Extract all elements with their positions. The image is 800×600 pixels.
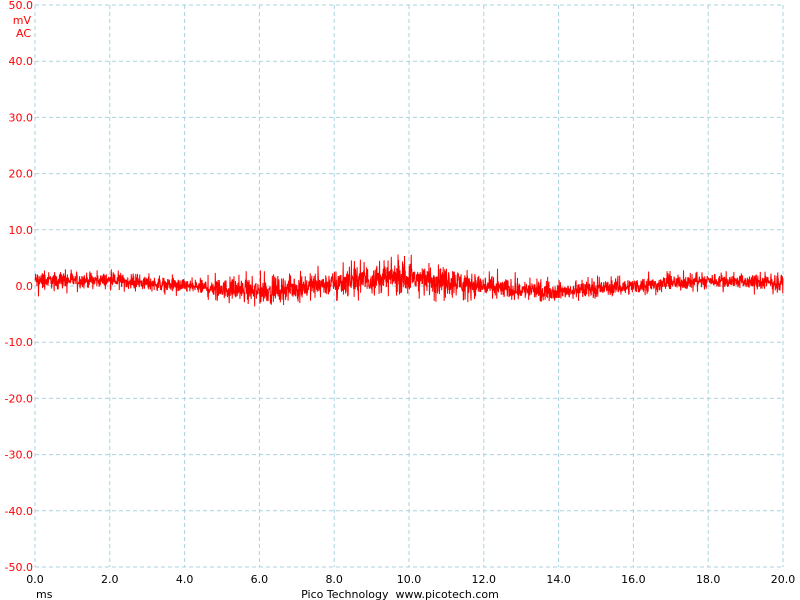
x-tick-label: 8.0 — [325, 573, 343, 586]
y-tick-label: 0.0 — [16, 280, 34, 293]
y-tick-label: -20.0 — [5, 392, 33, 405]
x-tick-label: 6.0 — [251, 573, 269, 586]
y-tick-label: -40.0 — [5, 505, 33, 518]
trace-group — [34, 254, 784, 307]
y-tick-label: 40.0 — [9, 55, 34, 68]
x-unit-label: ms — [36, 588, 53, 600]
signal-trace — [34, 254, 784, 307]
y-tick-label: -30.0 — [5, 449, 33, 462]
y-tick-label: 10.0 — [9, 224, 34, 237]
y-tick-label: 50.0 — [9, 0, 34, 12]
footer-brand: Pico Technology www.picotech.com — [301, 588, 499, 600]
x-tick-label: 12.0 — [472, 573, 497, 586]
x-tick-label: 18.0 — [696, 573, 721, 586]
y-tick-label: 30.0 — [9, 111, 34, 124]
x-tick-labels: 0.0 2.0 4.0 6.0 8.0 10.0 12.0 14.0 16.0 18.0 20.0 — [26, 573, 795, 586]
coupling-label: AC — [16, 27, 31, 40]
x-tick-label: 0.0 — [26, 573, 44, 586]
x-tick-label: 16.0 — [621, 573, 646, 586]
x-tick-label: 10.0 — [397, 573, 422, 586]
y-tick-label: -50.0 — [5, 561, 33, 574]
y-tick-label: 20.0 — [9, 168, 34, 181]
x-tick-label: 20.0 — [771, 573, 796, 586]
y-unit-label: mV — [13, 14, 32, 27]
x-tick-label: 14.0 — [546, 573, 571, 586]
x-tick-label: 4.0 — [176, 573, 194, 586]
x-tick-label: 2.0 — [101, 573, 119, 586]
y-tick-label: -10.0 — [5, 336, 33, 349]
y-tick-labels: 50.0 40.0 30.0 20.0 10.0 0.0 -10.0 -20.0 -30.0 -4… — [5, 0, 33, 574]
